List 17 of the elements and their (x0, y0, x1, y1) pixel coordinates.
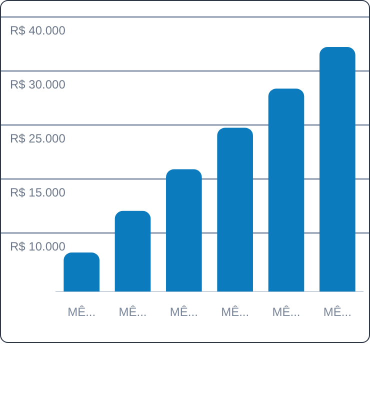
annotation: R$ 15.000 (10, 185, 66, 200)
x-tick-label: MÊ... (272, 305, 300, 320)
x-tick-label: MÊ... (118, 305, 147, 320)
bar (268, 88, 304, 292)
annotation: R$ 10.000 (10, 239, 66, 254)
x-tick-label: MÊ... (68, 305, 96, 320)
annotation: R$ 30.000 (10, 77, 66, 92)
x-tick-label: MÊ... (170, 305, 198, 320)
bar (217, 128, 253, 292)
x-tick-label: MÊ... (221, 305, 250, 320)
x-tick-label: MÊ... (323, 305, 352, 320)
text: R$ 40.000 (10, 23, 66, 38)
bar (64, 252, 100, 292)
bar (320, 47, 356, 292)
annotation: R$ 25.000 (10, 131, 66, 146)
bar (114, 210, 151, 292)
bar (166, 169, 202, 292)
